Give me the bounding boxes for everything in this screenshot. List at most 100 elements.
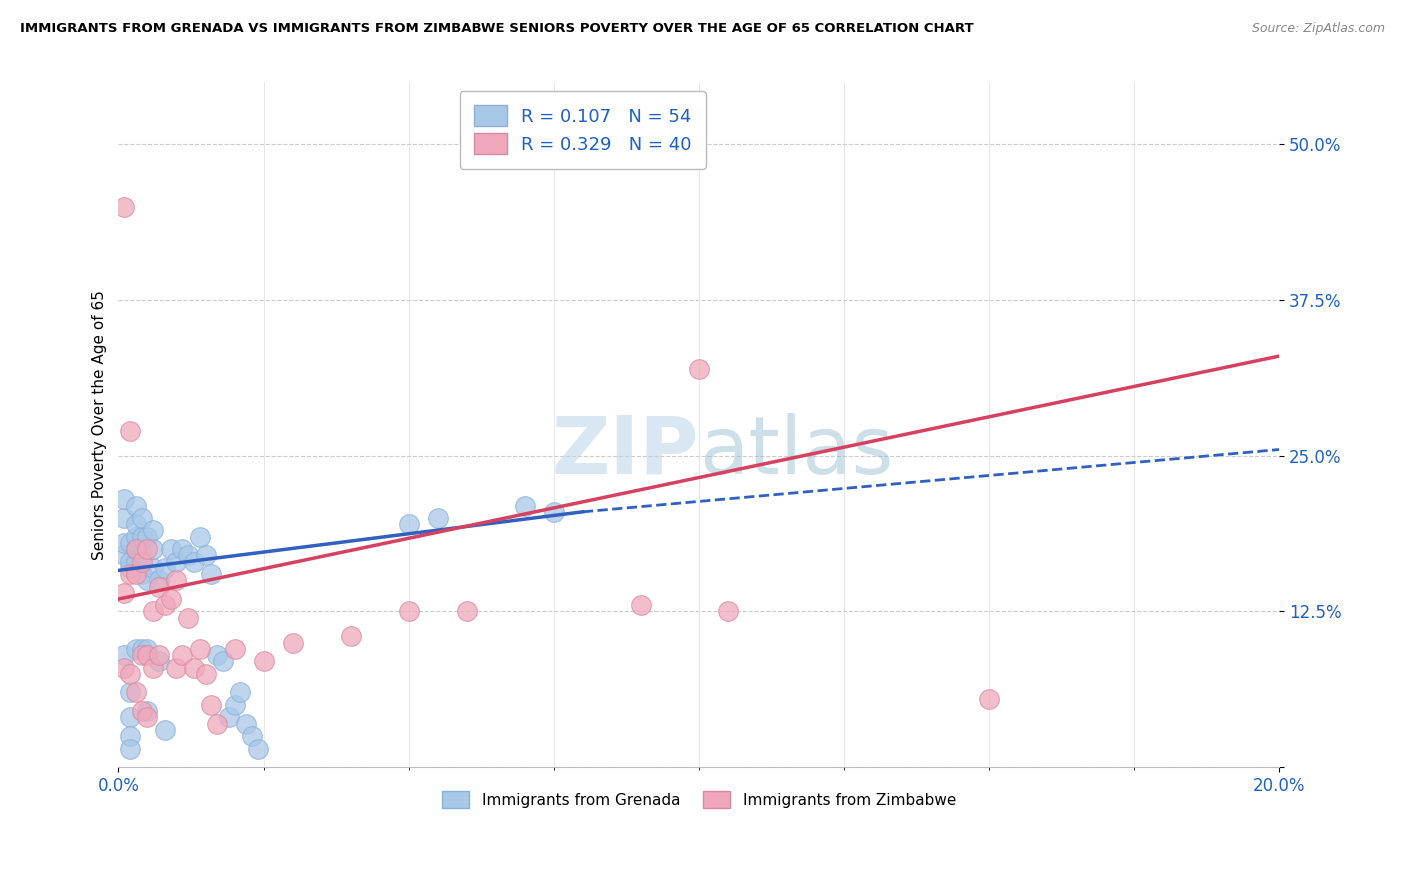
Point bbox=[229, 685, 252, 699]
Point bbox=[688, 361, 710, 376]
Point bbox=[142, 524, 165, 538]
Point bbox=[112, 660, 135, 674]
Text: atlas: atlas bbox=[699, 413, 893, 491]
Point bbox=[136, 704, 159, 718]
Point bbox=[136, 648, 159, 662]
Point bbox=[125, 641, 148, 656]
Point bbox=[194, 549, 217, 563]
Point bbox=[212, 654, 235, 668]
Point bbox=[142, 542, 165, 557]
Point bbox=[159, 592, 181, 607]
Point bbox=[194, 666, 217, 681]
Point bbox=[125, 517, 148, 532]
Point bbox=[166, 555, 188, 569]
Point bbox=[118, 685, 141, 699]
Point bbox=[125, 567, 148, 582]
Point bbox=[112, 492, 135, 507]
Point bbox=[281, 635, 304, 649]
Point bbox=[131, 555, 153, 569]
Point bbox=[224, 698, 246, 712]
Point bbox=[118, 561, 141, 575]
Point bbox=[142, 660, 165, 674]
Point bbox=[148, 654, 170, 668]
Point bbox=[177, 611, 200, 625]
Point bbox=[142, 605, 165, 619]
Point bbox=[125, 542, 148, 557]
Point bbox=[136, 542, 159, 557]
Point bbox=[159, 542, 181, 557]
Point bbox=[224, 641, 246, 656]
Point bbox=[125, 499, 148, 513]
Point bbox=[125, 542, 148, 557]
Point bbox=[118, 666, 141, 681]
Point bbox=[456, 605, 478, 619]
Point bbox=[118, 729, 141, 743]
Point bbox=[118, 567, 141, 582]
Point bbox=[398, 605, 420, 619]
Point bbox=[136, 641, 159, 656]
Point bbox=[200, 698, 222, 712]
Point bbox=[630, 599, 652, 613]
Point bbox=[112, 511, 135, 525]
Point bbox=[252, 654, 274, 668]
Point bbox=[543, 505, 565, 519]
Point bbox=[153, 561, 176, 575]
Legend: Immigrants from Grenada, Immigrants from Zimbabwe: Immigrants from Grenada, Immigrants from… bbox=[436, 785, 962, 814]
Point bbox=[148, 580, 170, 594]
Point bbox=[112, 648, 135, 662]
Point bbox=[148, 648, 170, 662]
Point bbox=[118, 424, 141, 438]
Point bbox=[112, 200, 135, 214]
Point bbox=[717, 605, 740, 619]
Point bbox=[142, 561, 165, 575]
Point bbox=[513, 499, 536, 513]
Point bbox=[125, 685, 148, 699]
Point bbox=[188, 641, 211, 656]
Text: Source: ZipAtlas.com: Source: ZipAtlas.com bbox=[1251, 22, 1385, 36]
Point bbox=[125, 530, 148, 544]
Y-axis label: Seniors Poverty Over the Age of 65: Seniors Poverty Over the Age of 65 bbox=[93, 290, 107, 559]
Point bbox=[246, 741, 269, 756]
Point bbox=[118, 536, 141, 550]
Point bbox=[398, 517, 420, 532]
Point bbox=[979, 691, 1001, 706]
Point bbox=[172, 542, 194, 557]
Point bbox=[118, 555, 141, 569]
Point bbox=[218, 710, 240, 724]
Point bbox=[131, 641, 153, 656]
Point bbox=[131, 549, 153, 563]
Point bbox=[183, 555, 205, 569]
Point bbox=[177, 549, 200, 563]
Point bbox=[200, 567, 222, 582]
Point bbox=[166, 574, 188, 588]
Point bbox=[183, 660, 205, 674]
Point bbox=[131, 530, 153, 544]
Point bbox=[131, 704, 153, 718]
Point bbox=[131, 648, 153, 662]
Point bbox=[131, 567, 153, 582]
Point bbox=[205, 648, 228, 662]
Point bbox=[426, 511, 449, 525]
Point bbox=[188, 530, 211, 544]
Point bbox=[136, 710, 159, 724]
Point bbox=[153, 599, 176, 613]
Point bbox=[240, 729, 263, 743]
Point bbox=[131, 511, 153, 525]
Point bbox=[112, 549, 135, 563]
Point bbox=[339, 629, 361, 643]
Point bbox=[153, 723, 176, 737]
Text: ZIP: ZIP bbox=[551, 413, 699, 491]
Point bbox=[172, 648, 194, 662]
Point bbox=[136, 530, 159, 544]
Point bbox=[166, 660, 188, 674]
Point bbox=[235, 716, 257, 731]
Point bbox=[118, 710, 141, 724]
Point bbox=[136, 574, 159, 588]
Point bbox=[118, 741, 141, 756]
Point bbox=[125, 555, 148, 569]
Point bbox=[112, 586, 135, 600]
Point bbox=[112, 536, 135, 550]
Point bbox=[205, 716, 228, 731]
Text: IMMIGRANTS FROM GRENADA VS IMMIGRANTS FROM ZIMBABWE SENIORS POVERTY OVER THE AGE: IMMIGRANTS FROM GRENADA VS IMMIGRANTS FR… bbox=[20, 22, 973, 36]
Point bbox=[148, 574, 170, 588]
